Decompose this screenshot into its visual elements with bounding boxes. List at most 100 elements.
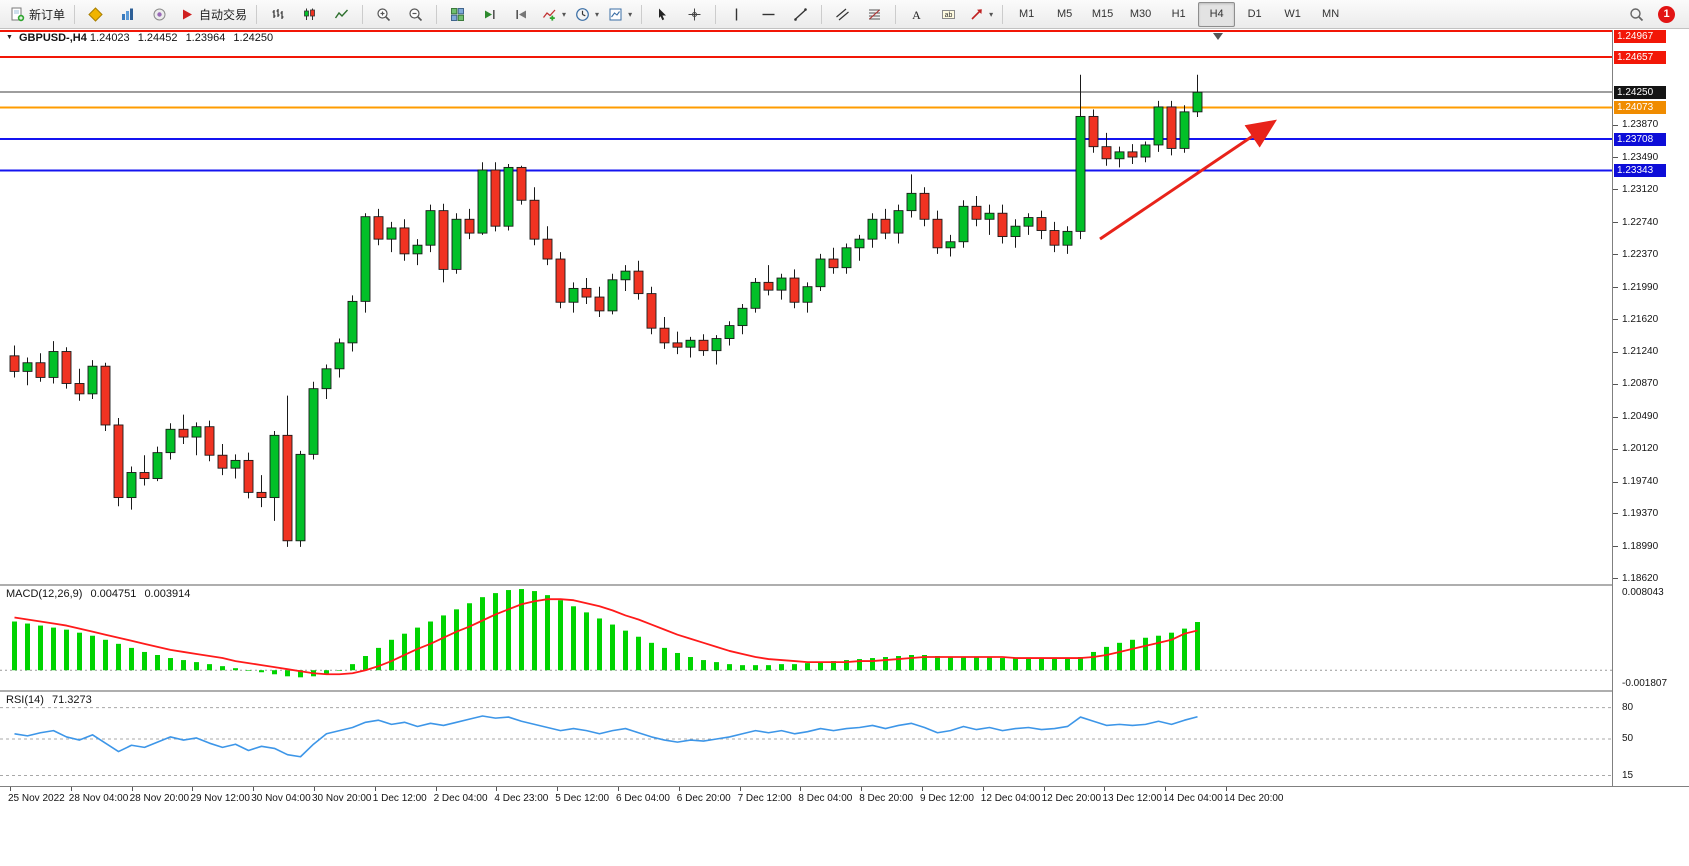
data-window-button[interactable] — [112, 2, 143, 27]
timeframe-m15-button[interactable]: M15 — [1091, 8, 1114, 20]
macd-bar — [610, 624, 615, 671]
text-label-icon: ab — [942, 9, 956, 19]
channel-button[interactable] — [827, 2, 858, 27]
macd-bar — [519, 589, 524, 671]
zoom-in-button[interactable] — [368, 2, 399, 27]
toolbar-right-group: 1 — [1621, 2, 1683, 27]
candle-up — [230, 459, 241, 469]
market-watch-button[interactable] — [80, 2, 111, 27]
cursor-button[interactable] — [647, 2, 678, 27]
candle-down — [9, 355, 20, 372]
text-label-button[interactable]: ab — [933, 2, 964, 27]
macd-bar — [727, 664, 732, 671]
price-tick — [1613, 481, 1618, 483]
macd-bar — [1169, 632, 1174, 671]
candle-up — [425, 210, 436, 246]
search-button[interactable] — [1621, 2, 1652, 27]
toolbar-separator — [74, 4, 76, 24]
candle-up — [854, 238, 865, 249]
macd-bar — [532, 591, 537, 671]
macd-bar — [766, 665, 771, 671]
candle-up — [1153, 106, 1164, 146]
macd-bar — [350, 664, 355, 671]
time-axis[interactable]: 25 Nov 2022 28 Nov 04:00 28 Nov 20:00 29 No… — [0, 786, 1689, 809]
collapse-icon[interactable]: ▼ — [6, 34, 13, 41]
candle-up — [1140, 144, 1151, 158]
macd-bar — [1000, 658, 1005, 671]
auto-scroll-button[interactable] — [474, 2, 505, 27]
time-tick — [374, 787, 376, 791]
macd-bar — [545, 595, 550, 671]
cursor-icon — [659, 8, 667, 20]
rsi-chart — [0, 707, 1612, 777]
macd-bar — [961, 657, 966, 671]
price-tick — [1613, 546, 1618, 548]
macd-label: MACD(12,26,9) 0.004751 0.003914 — [6, 588, 195, 600]
zoom-out-button[interactable] — [400, 2, 431, 27]
candle-up — [269, 434, 280, 499]
time-tick — [496, 787, 498, 791]
timeframe-d1-button[interactable]: D1 — [1247, 8, 1262, 20]
horizontal-line-button[interactable] — [753, 2, 784, 27]
timeframe-w1-button[interactable]: W1 — [1284, 8, 1301, 20]
time-tick — [678, 787, 680, 791]
macd-bar — [233, 668, 238, 671]
time-axis-label: 13 Dec 12:00 — [1102, 793, 1162, 804]
trend-arrow[interactable] — [1099, 119, 1277, 241]
panel-divider[interactable] — [0, 584, 1689, 586]
candle-down — [139, 472, 150, 480]
trendline-button[interactable] — [785, 2, 816, 27]
autotrading-button[interactable]: 自动交易 — [176, 2, 251, 27]
candlestick-icon — [304, 8, 315, 20]
timeframe-h4-button[interactable]: H4 — [1198, 1, 1236, 27]
time-tick — [192, 787, 194, 791]
panel-divider[interactable] — [0, 690, 1689, 692]
candle-down — [1166, 106, 1177, 149]
indicators-button[interactable]: ▾ — [538, 2, 570, 27]
vertical-line-button[interactable] — [721, 2, 752, 27]
candlestick-chart-button[interactable] — [294, 2, 325, 27]
candle-down — [282, 434, 293, 542]
price-line-tag: 1.24657 — [1614, 50, 1666, 64]
candle-down — [633, 270, 644, 295]
navigator-button[interactable] — [144, 2, 175, 27]
timeframe-h1-button[interactable]: H1 — [1171, 8, 1186, 20]
timeframe-m5-button[interactable]: M5 — [1056, 8, 1073, 20]
timeframe-mn-button[interactable]: MN — [1322, 8, 1340, 20]
line-chart-button[interactable] — [326, 2, 357, 27]
candle-down — [555, 258, 566, 303]
tile-windows-button[interactable] — [442, 2, 473, 27]
crosshair-button[interactable] — [679, 2, 710, 27]
main-chart-panel[interactable]: ▼ GBPUSD-,H4 1.24023 1.24452 1.23964 1.2… — [0, 30, 1612, 584]
rsi-panel[interactable]: RSI(14) 71.3273 — [0, 692, 1612, 786]
candlestick-chart[interactable] — [0, 30, 1612, 584]
rsi-scale-label: 50 — [1622, 733, 1634, 744]
templates-button[interactable]: ▾ — [604, 2, 636, 27]
macd-bar — [948, 657, 953, 671]
candle-down — [35, 362, 46, 378]
macd-bar — [363, 656, 368, 671]
price-scale[interactable]: 1.23870 1.23490 1.23120 1.22740 1.22370 1.219… — [1612, 30, 1689, 788]
periods-button[interactable]: ▾ — [571, 2, 603, 27]
macd-bar — [1117, 642, 1122, 671]
notification-badge[interactable]: 1 — [1658, 5, 1675, 23]
shift-marker-icon[interactable] — [1213, 33, 1223, 40]
price-tick-label: 1.21990 — [1622, 281, 1659, 293]
candle-up — [48, 351, 59, 378]
candle-down — [932, 218, 943, 249]
macd-bar — [77, 632, 82, 671]
timeframe-m1-button[interactable]: M1 — [1018, 8, 1035, 20]
macd-panel[interactable]: MACD(12,26,9) 0.004751 0.003914 — [0, 586, 1612, 690]
price-tick — [1613, 189, 1618, 191]
bar-chart-button[interactable] — [262, 2, 293, 27]
chart-shift-button[interactable] — [506, 2, 537, 27]
macd-bar — [493, 593, 498, 671]
text-button[interactable]: A — [901, 2, 932, 27]
timeframe-m30-button[interactable]: M30 — [1129, 8, 1152, 20]
time-axis-label: 14 Dec 04:00 — [1163, 793, 1223, 804]
new-order-button[interactable]: 新订单 — [6, 2, 69, 27]
price-tick-label: 1.19740 — [1622, 476, 1659, 487]
arrows-button[interactable]: ▾ — [965, 2, 997, 27]
candle-up — [1023, 217, 1034, 227]
fibonacci-button[interactable] — [859, 2, 890, 27]
